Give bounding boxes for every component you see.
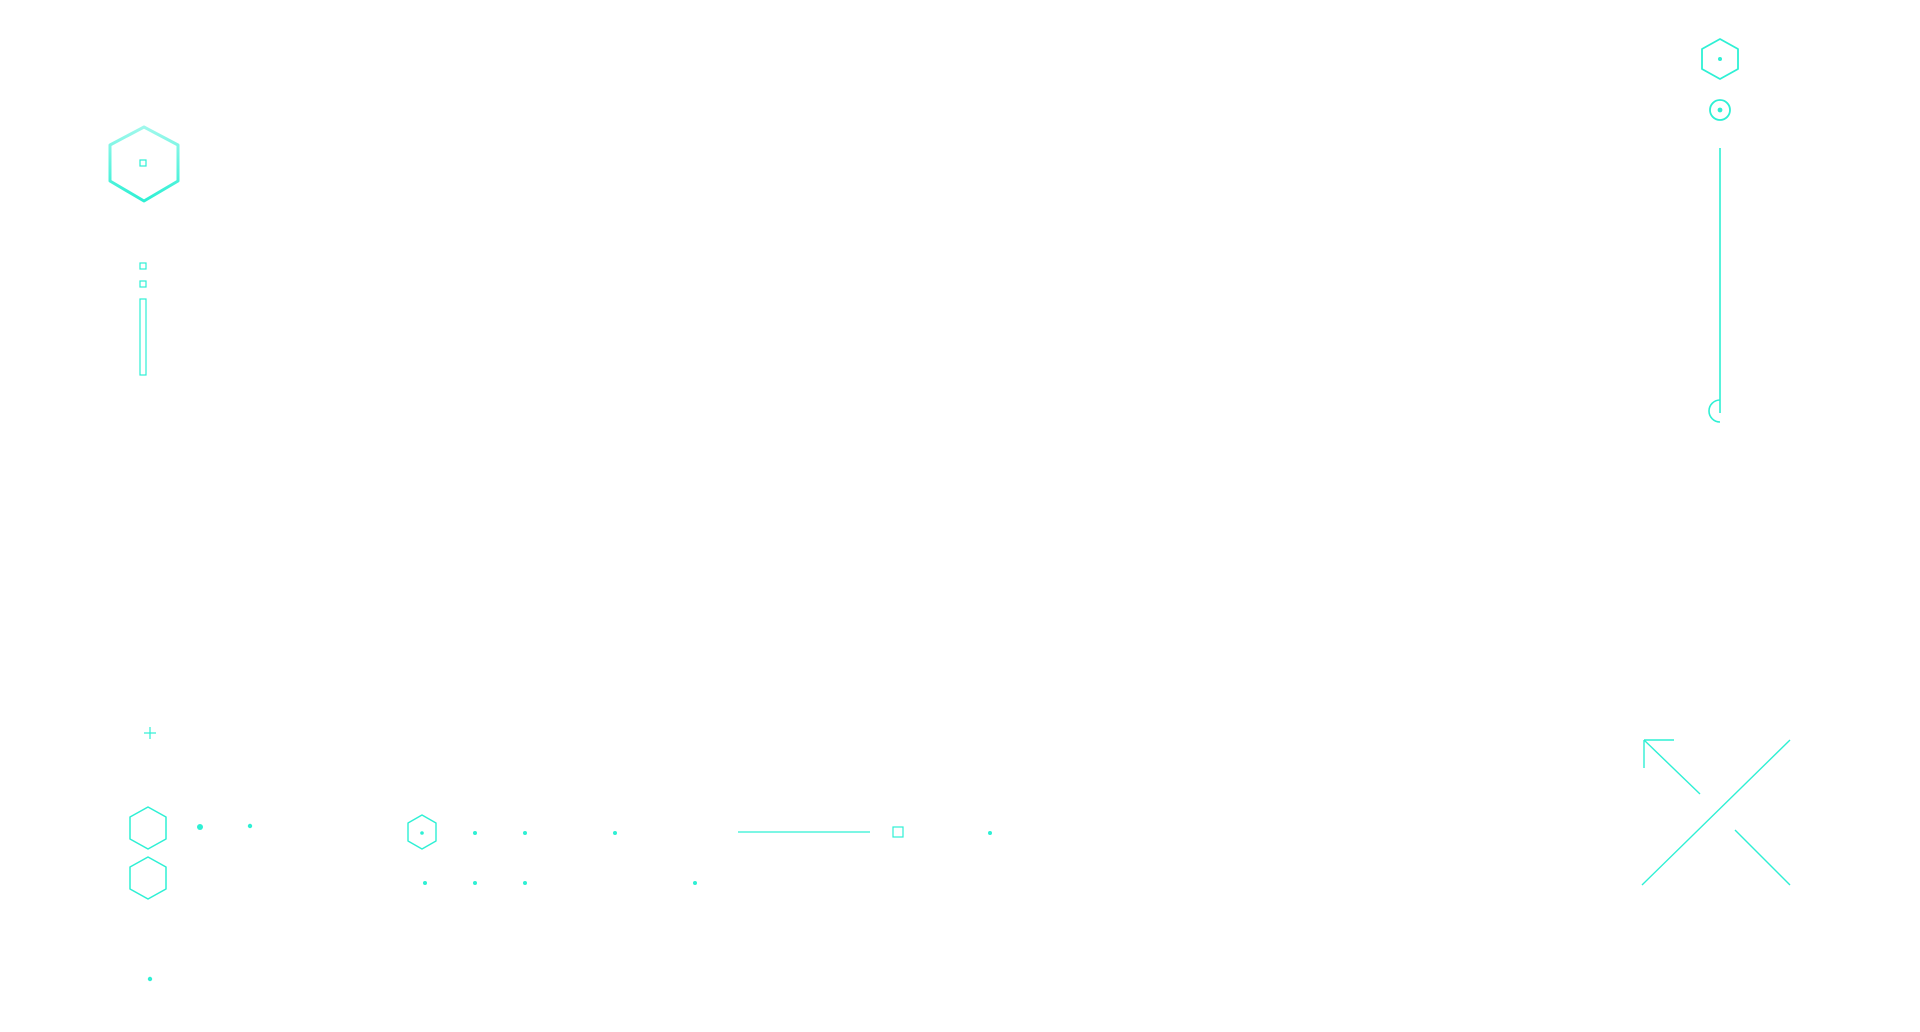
top-right-hud-cluster	[1701, 38, 1739, 423]
bottom-left-hud-cluster	[129, 727, 253, 982]
dot-icon	[423, 881, 427, 885]
plus-icon	[144, 727, 156, 739]
hexagon-icon	[129, 806, 167, 850]
hexagon-icon	[1701, 38, 1739, 80]
square-marker-icon	[139, 280, 147, 288]
dot-icon	[147, 976, 153, 982]
target-icon	[1709, 99, 1731, 121]
dot-icon	[473, 881, 477, 885]
diagonal-line-icon	[1734, 829, 1791, 886]
dot-icon	[693, 881, 697, 885]
top-left-hud-cluster	[108, 125, 180, 376]
dot-icon	[523, 881, 527, 885]
dot-icon	[988, 831, 992, 835]
dot-icon	[247, 823, 253, 829]
diagonal-arrow-icon	[1643, 739, 1701, 795]
dot-icon	[473, 831, 477, 835]
bottom-center-hud-cluster	[407, 814, 992, 885]
bottom-right-hud-cluster	[1641, 739, 1791, 886]
hexagon-icon	[407, 814, 437, 850]
diagonal-line-icon	[1641, 739, 1791, 886]
square-dot-icon	[139, 159, 147, 167]
hexagon-icon	[129, 856, 167, 900]
square-marker-icon	[139, 262, 147, 270]
dot-icon	[613, 831, 617, 835]
dot-icon	[197, 824, 203, 830]
square-icon	[892, 826, 904, 838]
half-circle-icon	[1708, 399, 1721, 423]
hexagon-icon	[108, 125, 180, 203]
dot-icon	[523, 831, 527, 835]
vertical-bar-icon	[139, 298, 147, 376]
